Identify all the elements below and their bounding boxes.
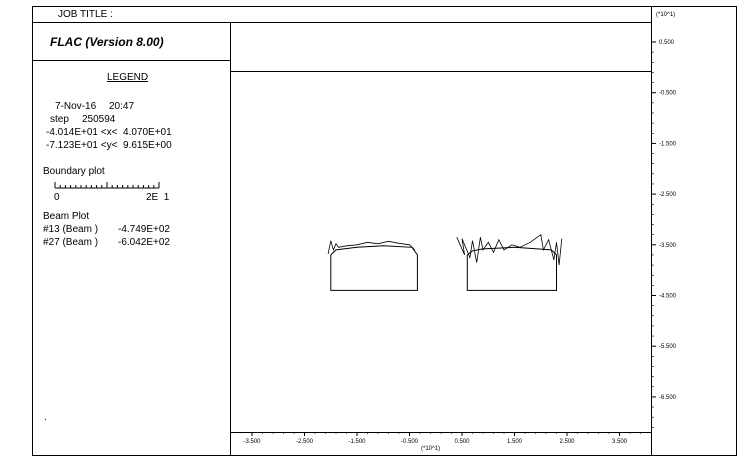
job-title-bar xyxy=(32,6,651,23)
footer-mark: . xyxy=(44,412,47,423)
bottom-axis-strip xyxy=(230,432,651,433)
left-panel xyxy=(32,22,231,456)
y-tick-label: -4.500 xyxy=(659,294,677,300)
legend-y-range: -7.123E+01 <y< 9.615E+00 xyxy=(46,140,172,151)
legend-x-range: -4.014E+01 <x< 4.070E+01 xyxy=(46,127,172,138)
x-tick-label: -0.500 xyxy=(401,439,419,445)
legend-step-value: 250594 xyxy=(82,114,116,125)
beam-boundary-1 xyxy=(330,245,418,291)
x-tick-label: -1.500 xyxy=(348,439,366,445)
x-tick-label: -2.500 xyxy=(296,439,314,445)
y-tick-label: -0.500 xyxy=(659,91,677,97)
legend-title: LEGEND xyxy=(107,72,149,83)
legend-time: 20:47 xyxy=(109,101,135,112)
legend-date: 7-Nov-16 xyxy=(55,101,97,112)
beam-moment-trace-2 xyxy=(456,233,563,266)
x-tick-label: 2.500 xyxy=(559,439,575,445)
boundary-plot-label: Boundary plot xyxy=(43,166,105,177)
y-tick-label: 0.500 xyxy=(659,40,675,46)
beam-moment-trace-1 xyxy=(327,240,416,254)
y-tick-label: -6.500 xyxy=(659,395,677,401)
x-axis-label: (*10^1) xyxy=(421,446,441,452)
x-tick-label: 0.500 xyxy=(454,439,470,445)
scale-end: 2E 1 xyxy=(146,192,170,203)
scale-bar xyxy=(54,182,160,189)
y-tick-label: -3.500 xyxy=(659,243,677,249)
right-axis-strip xyxy=(651,6,652,456)
app-title: FLAC (Version 8.00) xyxy=(50,35,164,49)
upper-blank-area xyxy=(230,22,651,72)
beam-13-value: -4.749E+02 xyxy=(118,224,170,235)
title-box xyxy=(32,22,230,61)
scale-start: 0 xyxy=(54,192,60,203)
x-tick-label: -3.500 xyxy=(243,439,261,445)
beam-27-value: -6.042E+02 xyxy=(118,237,170,248)
x-tick-label: 1.500 xyxy=(507,439,523,445)
beam-boundary-2 xyxy=(466,246,557,291)
plot-frame xyxy=(32,6,737,456)
x-tick-label: 3.500 xyxy=(612,439,628,445)
beam-13-id: #13 (Beam ) xyxy=(43,224,99,235)
y-tick-label: -5.500 xyxy=(659,344,677,350)
scale-note: (*10^1) xyxy=(656,12,676,18)
beam-plot-label: Beam Plot xyxy=(43,211,90,222)
legend-step-label: step xyxy=(50,114,69,125)
beam-27-id: #27 (Beam ) xyxy=(43,237,99,248)
job-title-label: JOB TITLE : xyxy=(58,9,113,20)
y-tick-label: -1.500 xyxy=(659,141,677,147)
y-tick-label: -2.500 xyxy=(659,192,677,198)
